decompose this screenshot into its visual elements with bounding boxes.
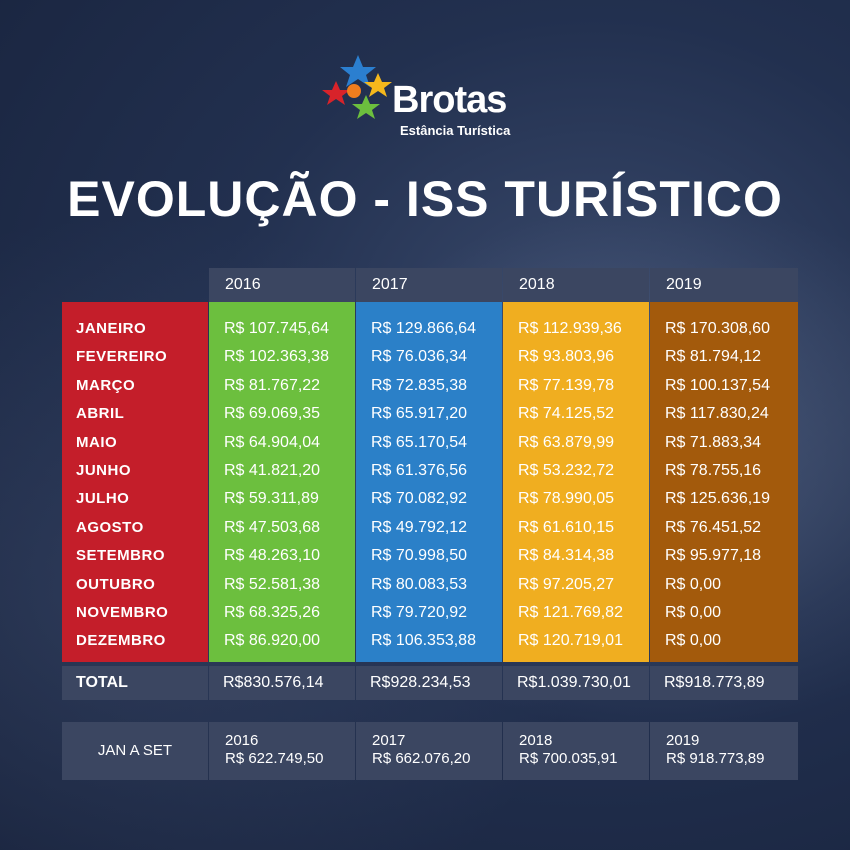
value-cell: R$ 106.353,88 <box>371 632 476 650</box>
month-label: ABRIL <box>76 405 125 423</box>
value-cell: R$ 125.636,19 <box>665 490 770 508</box>
value-cell: R$ 76.451,52 <box>665 518 762 536</box>
jan-set-value: R$ 918.773,89 <box>666 750 765 767</box>
value-cell: R$ 65.170,54 <box>371 433 468 451</box>
total-2018: R$1.039.730,01 <box>503 666 649 700</box>
value-cell: R$ 69.069,35 <box>224 405 321 423</box>
value-cell: R$ 61.376,56 <box>371 461 468 479</box>
year-header-2016: 2016 <box>209 268 355 302</box>
jan-set-2017: 2017 R$ 662.076,20 <box>356 722 502 780</box>
value-cell: R$ 100.137,54 <box>665 376 770 394</box>
value-cell: R$ 78.755,16 <box>665 461 762 479</box>
value-cell: R$ 86.920,00 <box>224 632 321 650</box>
month-label: MARÇO <box>76 376 136 394</box>
value-cell: R$ 102.363,38 <box>224 348 329 366</box>
value-cell: R$ 52.581,38 <box>224 575 321 593</box>
value-cell: R$ 49.792,12 <box>371 518 468 536</box>
jan-set-year: 2016 <box>225 732 259 749</box>
value-cell: R$ 93.803,96 <box>518 348 615 366</box>
month-label: OUTUBRO <box>76 575 156 593</box>
value-cell: R$ 0,00 <box>665 575 722 593</box>
value-cell: R$ 68.325,26 <box>224 603 321 621</box>
value-cell: R$ 121.769,82 <box>518 603 623 621</box>
month-label: DEZEMBRO <box>76 632 166 650</box>
value-cell: R$ 48.263,10 <box>224 547 321 565</box>
value-cell: R$ 112.939,36 <box>518 320 622 337</box>
value-cell: R$ 70.998,50 <box>371 547 468 565</box>
months-column: JANEIRO FEVEREIRO MARÇO ABRIL MAIO JUNHO JULHO… <box>62 302 208 662</box>
month-label: AGOSTO <box>76 518 144 536</box>
total-label: TOTAL <box>62 666 208 700</box>
jan-set-year: 2018 <box>519 732 553 749</box>
value-cell: R$ 74.125,52 <box>518 405 615 423</box>
jan-set-year: 2017 <box>372 732 406 749</box>
value-cell: R$ 41.821,20 <box>224 461 321 479</box>
value-cell: R$ 79.720,92 <box>371 603 468 621</box>
jan-set-value: R$ 700.035,91 <box>519 750 618 767</box>
jan-set-2018: 2018 R$ 700.035,91 <box>503 722 649 780</box>
total-2017: R$928.234,53 <box>356 666 502 700</box>
logo-wordmark: Brotas <box>392 79 507 121</box>
month-label: JANEIRO <box>76 320 147 337</box>
year-header-2019: 2019 <box>650 268 798 302</box>
jan-set-year: 2019 <box>666 732 700 749</box>
value-cell: R$ 63.879,99 <box>518 433 615 451</box>
value-cell: R$ 129.866,64 <box>371 320 476 337</box>
total-2019: R$918.773,89 <box>650 666 798 700</box>
value-cell: R$ 71.883,34 <box>665 433 762 451</box>
month-label: MAIO <box>76 433 118 451</box>
column-2016: R$ 107.745,64 R$ 102.363,38 R$ 81.767,22 R$… <box>209 302 355 662</box>
value-cell: R$ 72.835,38 <box>371 376 468 394</box>
value-cell: R$ 81.794,12 <box>665 348 762 366</box>
year-header-2018: 2018 <box>503 268 649 302</box>
jan-set-label: JAN A SET <box>62 722 208 780</box>
jan-set-value: R$ 622.749,50 <box>225 750 324 767</box>
value-cell: R$ 80.083,53 <box>371 575 468 593</box>
value-cell: R$ 97.205,27 <box>518 575 615 593</box>
value-cell: R$ 47.503,68 <box>224 518 321 536</box>
value-cell: R$ 77.139,78 <box>518 376 615 394</box>
jan-set-2019: 2019 R$ 918.773,89 <box>650 722 798 780</box>
brotas-logo-icon <box>322 55 392 119</box>
year-header-2017: 2017 <box>356 268 502 302</box>
value-cell: R$ 78.990,05 <box>518 490 615 508</box>
value-cell: R$ 65.917,20 <box>371 405 468 423</box>
value-cell: R$ 0,00 <box>665 632 722 650</box>
month-label: FEVEREIRO <box>76 348 168 366</box>
value-cell: R$ 53.232,72 <box>518 461 615 479</box>
month-label: JUNHO <box>76 461 132 479</box>
column-2017: R$ 129.866,64 R$ 76.036,34 R$ 72.835,38 R$ … <box>356 302 502 662</box>
value-cell: R$ 170.308,60 <box>665 320 770 337</box>
value-cell: R$ 76.036,34 <box>371 348 468 366</box>
month-label: JULHO <box>76 490 130 508</box>
jan-set-2016: 2016 R$ 622.749,50 <box>209 722 355 780</box>
value-cell: R$ 70.082,92 <box>371 490 468 508</box>
column-2018: R$ 112.939,36 R$ 93.803,96 R$ 77.139,78 R$ … <box>503 302 649 662</box>
logo-subtitle: Estância Turística <box>400 123 511 138</box>
value-cell: R$ 61.610,15 <box>518 518 615 536</box>
value-cell: R$ 107.745,64 <box>224 320 329 337</box>
page-title: EVOLUÇÃO - ISS TURÍSTICO <box>67 171 783 227</box>
month-label: NOVEMBRO <box>76 603 169 621</box>
value-cell: R$ 81.767,22 <box>224 376 321 394</box>
total-2016: R$830.576,14 <box>209 666 355 700</box>
value-cell: R$ 117.830,24 <box>665 405 769 423</box>
value-cell: R$ 120.719,01 <box>518 632 623 650</box>
column-2019: R$ 170.308,60 R$ 81.794,12 R$ 100.137,54 R$… <box>650 302 798 662</box>
value-cell: R$ 64.904,04 <box>224 433 321 451</box>
value-cell: R$ 0,00 <box>665 603 722 621</box>
brotas-logo: Brotas Estância Turística <box>322 55 532 145</box>
value-cell: R$ 95.977,18 <box>665 547 762 565</box>
value-cell: R$ 59.311,89 <box>224 490 319 508</box>
month-label: SETEMBRO <box>76 547 166 565</box>
value-cell: R$ 84.314,38 <box>518 547 615 565</box>
jan-set-value: R$ 662.076,20 <box>372 750 471 767</box>
